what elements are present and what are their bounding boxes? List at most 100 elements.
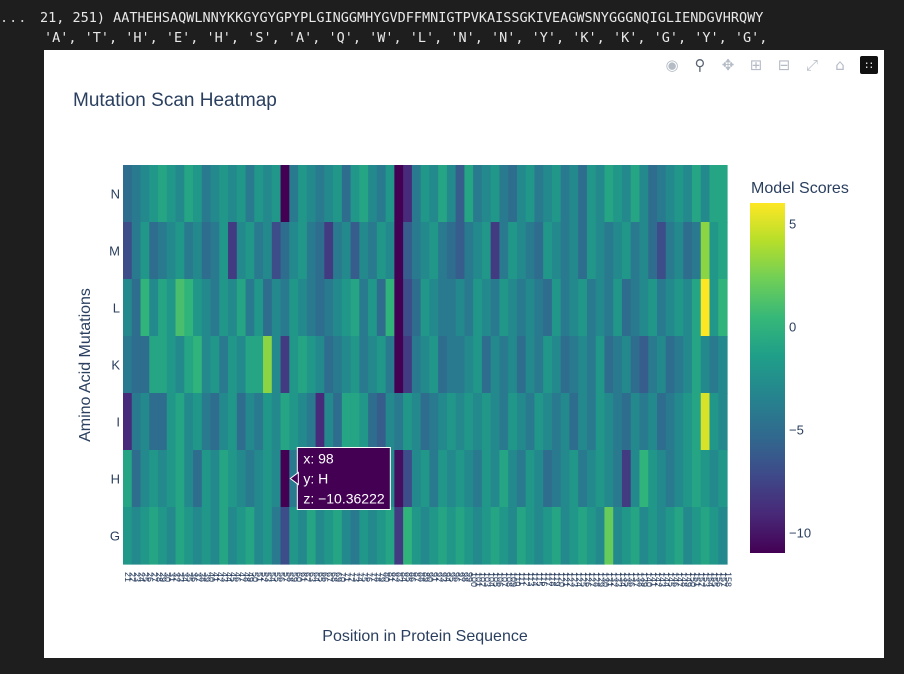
- heatmap-cell[interactable]: [499, 165, 509, 223]
- heatmap-cell[interactable]: [385, 222, 395, 280]
- heatmap-cell[interactable]: [516, 165, 527, 223]
- heatmap-cell[interactable]: [481, 165, 492, 223]
- heatmap-cell[interactable]: [123, 279, 133, 337]
- heatmap-cell[interactable]: [306, 336, 317, 394]
- heatmap-cell[interactable]: [473, 393, 483, 451]
- heatmap-cell[interactable]: [350, 336, 360, 394]
- heatmap-cell[interactable]: [534, 507, 544, 565]
- heatmap-cell[interactable]: [411, 393, 422, 451]
- heatmap-cell[interactable]: [578, 222, 588, 280]
- heatmap-cell[interactable]: [289, 507, 299, 565]
- heatmap-cell[interactable]: [228, 450, 238, 508]
- heatmap-cell[interactable]: [245, 450, 255, 508]
- zoom-out-icon[interactable]: ⊟: [777, 56, 791, 74]
- heatmap-cell[interactable]: [516, 507, 527, 565]
- heatmap-cell[interactable]: [149, 165, 159, 223]
- heatmap-cell[interactable]: [656, 393, 667, 451]
- heatmap-cell[interactable]: [236, 450, 247, 508]
- heatmap-cell[interactable]: [298, 336, 308, 394]
- heatmap-cell[interactable]: [508, 450, 518, 508]
- heatmap-cell[interactable]: [578, 450, 588, 508]
- heatmap-cell[interactable]: [219, 279, 229, 337]
- heatmap-cell[interactable]: [516, 279, 527, 337]
- heatmap-cell[interactable]: [525, 393, 536, 451]
- heatmap-cell[interactable]: [464, 393, 474, 451]
- heatmap-cell[interactable]: [621, 450, 632, 508]
- heatmap-cell[interactable]: [630, 507, 641, 565]
- heatmap-cell[interactable]: [499, 507, 509, 565]
- heatmap-cell[interactable]: [166, 165, 177, 223]
- heatmap-cell[interactable]: [691, 393, 702, 451]
- heatmap-cell[interactable]: [543, 450, 553, 508]
- camera-icon[interactable]: ◉: [665, 56, 679, 74]
- heatmap-cell[interactable]: [621, 279, 632, 337]
- heatmap-cell[interactable]: [219, 393, 229, 451]
- heatmap-cell[interactable]: [516, 450, 527, 508]
- heatmap-cell[interactable]: [438, 279, 448, 337]
- heatmap-cell[interactable]: [368, 393, 378, 451]
- heatmap-cell[interactable]: [123, 336, 133, 394]
- heatmap-cell[interactable]: [700, 336, 711, 394]
- heatmap-cell[interactable]: [131, 279, 142, 337]
- heatmap-cell[interactable]: [149, 507, 159, 565]
- heatmap-cell[interactable]: [508, 336, 518, 394]
- heatmap-cell[interactable]: [359, 393, 369, 451]
- heatmap-cell[interactable]: [184, 450, 194, 508]
- heatmap-cell[interactable]: [604, 393, 614, 451]
- heatmap-cell[interactable]: [630, 336, 641, 394]
- heatmap-cell[interactable]: [490, 279, 501, 337]
- heatmap-cell[interactable]: [263, 336, 273, 394]
- heatmap-cell[interactable]: [709, 279, 719, 337]
- heatmap-cell[interactable]: [210, 507, 220, 565]
- heatmap-cell[interactable]: [166, 279, 177, 337]
- heatmap-cell[interactable]: [674, 450, 684, 508]
- heatmap-cell[interactable]: [473, 450, 483, 508]
- heatmap-cell[interactable]: [271, 393, 282, 451]
- heatmap-cell[interactable]: [289, 279, 299, 337]
- heatmap-cell[interactable]: [490, 336, 501, 394]
- heatmap-cell[interactable]: [403, 165, 413, 223]
- heatmap-cell[interactable]: [193, 279, 203, 337]
- heatmap-cell[interactable]: [324, 279, 334, 337]
- heatmap-cell[interactable]: [140, 393, 150, 451]
- pan-icon[interactable]: ✥: [721, 56, 735, 74]
- heatmap-cell[interactable]: [263, 165, 273, 223]
- heatmap-cell[interactable]: [175, 222, 185, 280]
- heatmap-cell[interactable]: [420, 279, 430, 337]
- heatmap-cell[interactable]: [228, 507, 238, 565]
- heatmap-cell[interactable]: [411, 450, 422, 508]
- heatmap-cell[interactable]: [718, 450, 728, 508]
- heatmap-cell[interactable]: [525, 507, 536, 565]
- heatmap-cell[interactable]: [464, 507, 474, 565]
- heatmap-cell[interactable]: [481, 279, 492, 337]
- heatmap-cell[interactable]: [508, 393, 518, 451]
- heatmap-cell[interactable]: [578, 507, 588, 565]
- heatmap-cell[interactable]: [438, 165, 448, 223]
- heatmap-cell[interactable]: [718, 222, 728, 280]
- heatmap-cell[interactable]: [586, 336, 597, 394]
- heatmap-cell[interactable]: [158, 450, 168, 508]
- heatmap-cell[interactable]: [420, 336, 430, 394]
- heatmap-cell[interactable]: [184, 165, 194, 223]
- heatmap-cell[interactable]: [140, 222, 150, 280]
- heatmap-cell[interactable]: [385, 165, 395, 223]
- heatmap-cell[interactable]: [665, 165, 676, 223]
- heatmap-cell[interactable]: [446, 507, 457, 565]
- heatmap-cell[interactable]: [613, 450, 623, 508]
- heatmap-cell[interactable]: [271, 450, 282, 508]
- heatmap-cell[interactable]: [341, 393, 352, 451]
- zoom-icon[interactable]: ⚲: [694, 56, 706, 74]
- heatmap-cell[interactable]: [341, 279, 352, 337]
- heatmap-cell[interactable]: [691, 336, 702, 394]
- heatmap-cell[interactable]: [315, 279, 325, 337]
- heatmap-cell[interactable]: [665, 336, 676, 394]
- heatmap-cell[interactable]: [228, 222, 238, 280]
- heatmap-cell[interactable]: [341, 165, 352, 223]
- heatmap-cell[interactable]: [455, 393, 465, 451]
- zoom-in-icon[interactable]: ⊞: [749, 56, 763, 74]
- heatmap-cell[interactable]: [473, 165, 483, 223]
- heatmap-cell[interactable]: [184, 336, 194, 394]
- heatmap-cell[interactable]: [481, 450, 492, 508]
- heatmap-cell[interactable]: [306, 393, 317, 451]
- heatmap-cell[interactable]: [648, 336, 658, 394]
